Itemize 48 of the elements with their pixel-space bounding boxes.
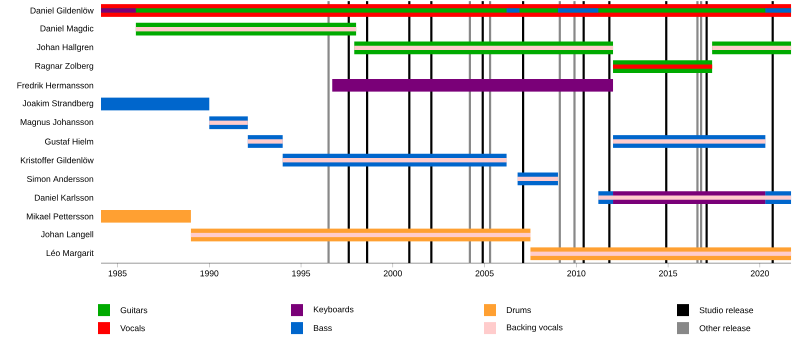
- bar: [530, 252, 792, 256]
- y-tick-label: Léo Margarit: [46, 250, 94, 258]
- bar: [190, 232, 530, 238]
- bar: [712, 46, 792, 50]
- legend-label: Bass: [314, 325, 332, 332]
- y-tick-label: Joakim Strandberg: [22, 100, 94, 108]
- y-tick-label: Daniel Gildenlöw: [30, 7, 94, 14]
- y-tick-label: Daniel Karlsson: [34, 194, 94, 201]
- bar: [282, 158, 507, 162]
- x-tick-label: 1985: [108, 270, 127, 276]
- legend-label: Other release: [700, 324, 750, 332]
- y-tick-label: Kristoffer Gildenlöw: [20, 157, 94, 164]
- y-tick-label: Ragnar Zolberg: [35, 62, 94, 71]
- x-tick-label: 2010: [567, 270, 586, 276]
- bar: [558, 8, 598, 13]
- legend-label: Vocals: [120, 324, 145, 332]
- bar: [332, 78, 614, 92]
- x-tick-label: 1995: [292, 270, 310, 276]
- y-tick-label: Johan Langell: [40, 231, 94, 239]
- bar: [209, 120, 248, 125]
- y-tick-label: Mikael Pettersson: [26, 213, 94, 220]
- x-tick-label: 2005: [476, 270, 494, 276]
- legend-label: Backing vocals: [506, 324, 563, 332]
- legend-label: Studio release: [700, 306, 754, 314]
- y-tick-label: Johan Hallgren: [36, 44, 94, 52]
- x-tick-label: 2020: [750, 270, 769, 276]
- bar: [248, 139, 283, 144]
- bar: [765, 8, 792, 13]
- bar: [613, 139, 766, 144]
- legend-label: Keyboards: [314, 306, 354, 314]
- bar: [354, 46, 614, 50]
- y-tick-label: Daniel Magdic: [40, 25, 94, 34]
- x-tick-label: 2000: [384, 270, 402, 276]
- legend-label: Drums: [506, 307, 531, 314]
- bar: [136, 26, 356, 32]
- bar: [101, 210, 191, 223]
- legend-label: Guitars: [120, 306, 148, 314]
- y-tick-label: Fredrik Hermansson: [17, 82, 94, 88]
- y-tick-label: Magnus Johansson: [20, 118, 94, 127]
- bar: [598, 195, 792, 200]
- bar: [101, 8, 136, 13]
- bar: [518, 176, 558, 181]
- x-tick-label: 2015: [659, 270, 678, 276]
- x-tick-label: 1990: [200, 270, 218, 276]
- bar: [506, 8, 520, 13]
- bar: [101, 98, 210, 110]
- y-tick-label: Gustaf Hielm: [45, 138, 94, 145]
- y-tick-label: Simon Andersson: [27, 176, 94, 182]
